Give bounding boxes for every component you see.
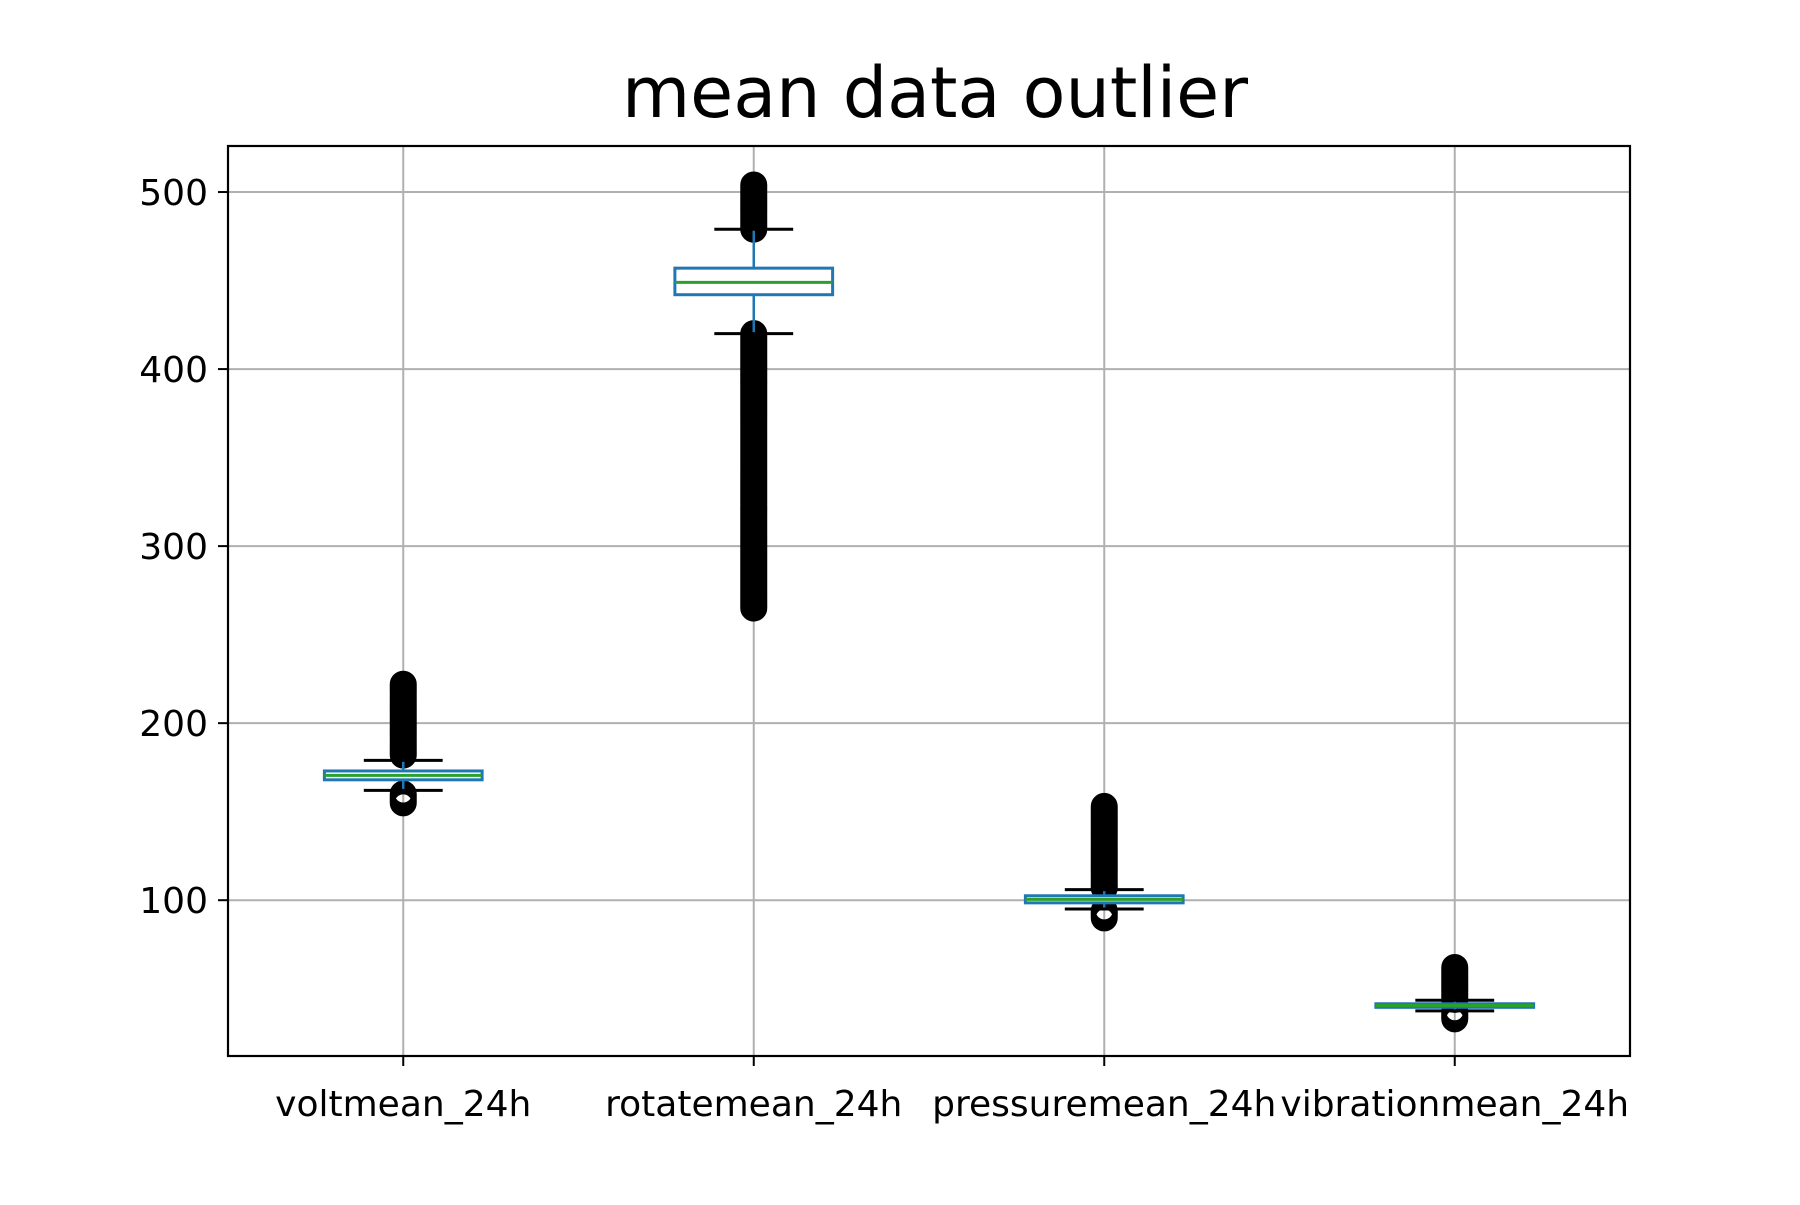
outliers-high bbox=[389, 670, 417, 769]
y-tick-label: 500 bbox=[139, 173, 208, 214]
box-group-rotatemean_24h bbox=[673, 171, 835, 622]
plot-area-frame bbox=[226, 144, 1632, 1058]
y-tick-label: 200 bbox=[139, 704, 208, 745]
box-group-voltmean_24h bbox=[322, 670, 484, 817]
boxes bbox=[322, 171, 1536, 1033]
box-group-pressuremean_24h bbox=[1023, 792, 1185, 932]
x-tick-label: pressuremean_24h bbox=[932, 1084, 1276, 1125]
y-tick-label: 400 bbox=[139, 350, 208, 391]
y-tick-label: 100 bbox=[139, 881, 208, 922]
outliers-low bbox=[740, 320, 768, 622]
outliers-high bbox=[1090, 792, 1118, 902]
outlier-point bbox=[740, 594, 768, 622]
grid-lines bbox=[228, 146, 1630, 1056]
box-group-vibrationmean_24h bbox=[1374, 953, 1536, 1033]
axes: 100 200 300 400 500 voltmean_24h rotatemean_24… bbox=[139, 173, 1629, 1125]
chart-title: mean data outlier bbox=[622, 52, 1248, 134]
x-tick-label: rotatemean_24h bbox=[605, 1084, 902, 1125]
x-tick-label: vibrationmean_24h bbox=[1280, 1084, 1629, 1125]
x-tick-label: voltmean_24h bbox=[275, 1084, 531, 1125]
y-tick-label: 300 bbox=[139, 527, 208, 568]
